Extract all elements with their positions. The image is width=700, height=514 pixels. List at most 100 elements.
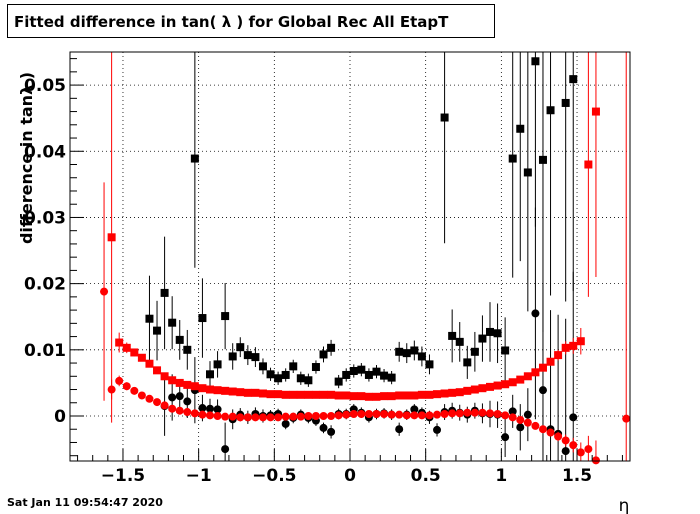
data-point-square — [561, 98, 570, 107]
x-tick-label: −0.5 — [252, 466, 296, 486]
data-point-circle — [236, 413, 245, 422]
data-point-square — [304, 376, 313, 385]
data-point-square — [395, 347, 404, 356]
data-point-square — [364, 392, 373, 401]
data-point-square — [206, 370, 214, 379]
data-point-circle — [357, 410, 366, 419]
data-point-circle — [531, 309, 540, 318]
data-point-square — [319, 390, 328, 399]
data-point-square — [576, 337, 585, 346]
data-point-circle — [311, 411, 320, 420]
data-point-square — [569, 75, 578, 84]
title-box: Fitted difference in tan( λ ) for Global… — [7, 4, 495, 38]
data-point-circle — [561, 447, 570, 456]
x-tick-label: −1.5 — [101, 466, 145, 486]
data-point-circle — [137, 391, 146, 400]
data-point-circle — [130, 386, 139, 395]
data-point-square — [440, 389, 449, 398]
data-point-square — [538, 155, 547, 164]
data-point-square — [463, 386, 472, 395]
data-point-circle — [433, 410, 442, 419]
data-point-circle — [342, 410, 351, 419]
data-point-square — [402, 391, 411, 400]
data-point-circle — [538, 386, 547, 395]
data-point-circle — [501, 411, 510, 420]
data-point-square — [311, 390, 320, 399]
data-point-square — [130, 348, 139, 357]
data-point-square — [137, 353, 146, 362]
data-point-circle — [206, 411, 214, 420]
data-point-circle — [622, 414, 631, 423]
data-point-square — [145, 314, 154, 323]
data-point-circle — [168, 393, 177, 402]
data-point-square — [274, 390, 283, 399]
data-point-circle — [319, 411, 328, 420]
data-point-square — [463, 358, 472, 367]
data-point-circle — [206, 404, 214, 413]
data-point-circle — [554, 432, 563, 441]
data-point-square — [523, 168, 532, 177]
data-point-square — [183, 380, 192, 389]
data-point-circle — [591, 456, 600, 465]
data-point-square — [289, 390, 298, 399]
data-point-circle — [516, 423, 525, 432]
data-point-square — [410, 391, 419, 400]
data-point-circle — [266, 413, 275, 422]
y-tick-label: 0 — [54, 407, 66, 427]
data-point-square — [486, 382, 494, 391]
data-point-circle — [258, 413, 267, 422]
data-point-square — [478, 384, 487, 393]
data-point-square — [357, 392, 366, 401]
data-point-square — [243, 388, 252, 397]
data-point-circle — [190, 409, 199, 418]
data-point-square — [327, 343, 336, 352]
data-point-square — [387, 373, 396, 382]
axes — [69, 51, 631, 462]
data-point-circle — [107, 385, 116, 394]
y-tick-label: 0.04 — [24, 142, 66, 162]
data-point-square — [470, 347, 479, 356]
data-point-square — [349, 392, 358, 401]
data-point-square — [122, 343, 131, 352]
data-point-circle — [455, 409, 464, 418]
data-point-square — [493, 381, 502, 390]
data-point-square — [107, 233, 116, 242]
data-point-square — [213, 360, 222, 369]
data-point-square — [221, 312, 230, 321]
data-point-square — [221, 386, 230, 395]
data-point-circle — [561, 436, 570, 445]
data-point-square — [448, 388, 457, 397]
data-point-circle — [289, 412, 298, 421]
data-point-square — [198, 314, 207, 323]
data-point-circle — [251, 413, 260, 422]
data-point-circle — [569, 413, 578, 422]
data-point-circle — [304, 411, 313, 420]
data-point-square — [153, 326, 162, 335]
data-point-square — [554, 351, 563, 360]
data-point-circle — [281, 419, 290, 428]
data-point-square — [251, 353, 260, 362]
data-point-circle — [221, 412, 230, 421]
data-point-square — [372, 367, 381, 376]
data-point-circle — [349, 410, 358, 419]
data-point-square — [334, 377, 343, 386]
data-point-square — [508, 378, 517, 387]
data-point-circle — [546, 428, 555, 437]
data-point-circle — [417, 411, 426, 420]
data-point-square — [342, 370, 351, 379]
data-point-square — [289, 362, 298, 371]
data-point-circle — [576, 448, 585, 457]
data-point-circle — [122, 382, 131, 391]
data-point-circle — [228, 412, 237, 421]
data-point-circle — [395, 425, 404, 434]
data-point-square — [296, 374, 305, 383]
data-point-square — [160, 288, 169, 297]
data-point-circle — [470, 408, 479, 417]
data-point-square — [183, 345, 192, 354]
data-point-square — [425, 360, 434, 369]
data-point-circle — [168, 404, 177, 413]
data-point-square — [380, 371, 389, 380]
data-point-square — [153, 366, 162, 375]
data-point-circle — [183, 397, 192, 406]
